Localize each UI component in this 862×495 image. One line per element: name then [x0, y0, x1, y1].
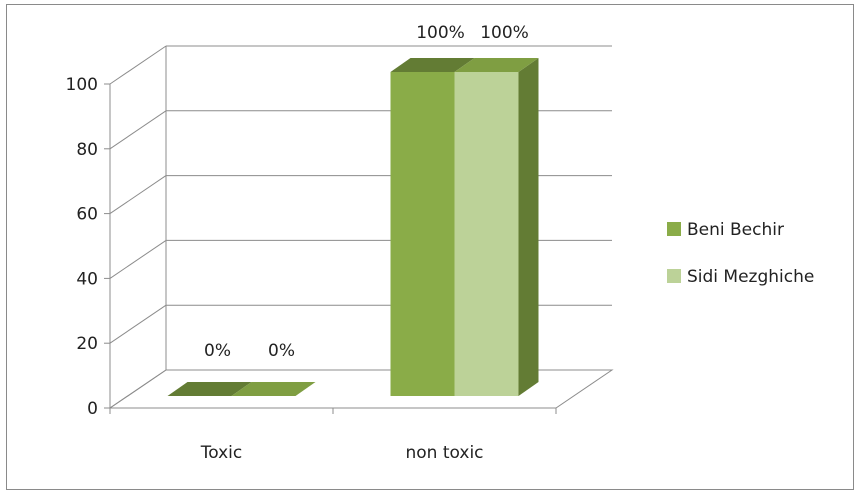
- legend-label: Beni Bechir: [687, 220, 784, 240]
- gridline-depth: [109, 239, 167, 279]
- bar-front: [390, 72, 455, 396]
- gridline-depth: [109, 45, 167, 85]
- chart-floor: [108, 369, 614, 409]
- y-tick-label: 40: [76, 269, 98, 289]
- category-axis: Toxic non toxic: [109, 408, 557, 463]
- data-label: 0%: [204, 341, 231, 361]
- y-tick-label: 20: [76, 334, 98, 354]
- gridline-depth: [109, 304, 167, 344]
- gridline-depth: [109, 110, 167, 150]
- legend: Beni Bechir Sidi Mezghiche: [667, 220, 814, 287]
- value-axis: 0 20 40 60 80 100: [66, 75, 111, 419]
- bar-side: [518, 58, 539, 396]
- gridline-depth: [109, 175, 167, 215]
- data-labels: 0% 0% 100% 100%: [204, 23, 529, 361]
- bar-top: [231, 382, 316, 396]
- bar-top: [454, 58, 539, 72]
- bar-top: [390, 58, 475, 72]
- bar-top: [167, 382, 252, 396]
- bars: [167, 58, 539, 396]
- data-label: 0%: [268, 341, 295, 361]
- floor-plane: [108, 369, 614, 409]
- x-tick-label: non toxic: [405, 443, 483, 463]
- legend-label: Sidi Mezghiche: [687, 267, 814, 287]
- y-tick-label: 100: [66, 75, 98, 95]
- y-tick-label: 0: [87, 399, 98, 419]
- bar-front: [454, 72, 519, 396]
- data-label: 100%: [480, 23, 529, 43]
- x-tick-label: Toxic: [200, 443, 243, 463]
- y-tick-label: 60: [76, 205, 98, 225]
- data-label: 100%: [416, 23, 465, 43]
- legend-swatch: [667, 269, 681, 283]
- legend-swatch: [667, 222, 681, 236]
- y-tick-label: 80: [76, 140, 98, 160]
